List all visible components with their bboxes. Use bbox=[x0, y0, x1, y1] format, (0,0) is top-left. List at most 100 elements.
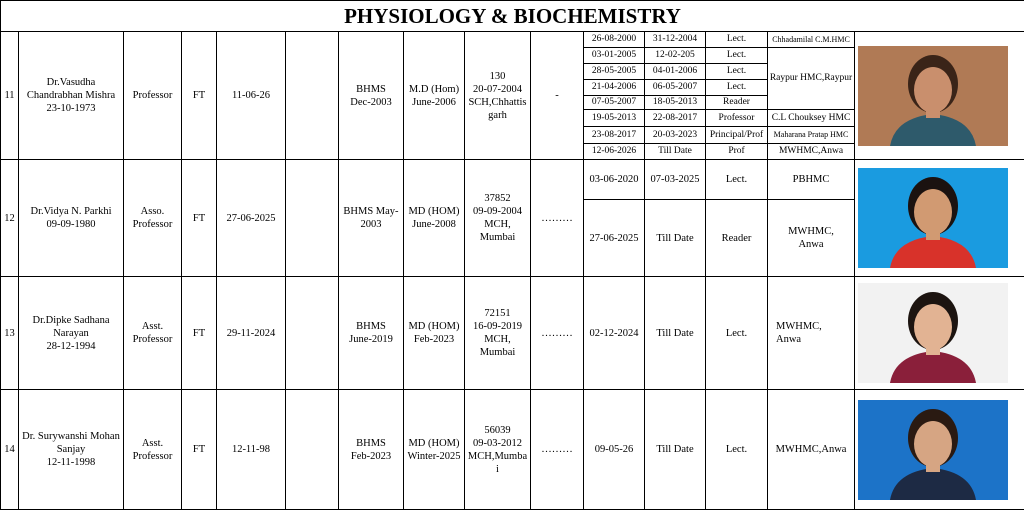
ug-qualification-line: Feb-2023 bbox=[350, 450, 392, 462]
pg-qualification-line: M.D (Hom) bbox=[408, 83, 460, 95]
pg-qualification: M.D (Hom) June-2006 bbox=[403, 31, 465, 160]
exp-from: 02-12-2024 bbox=[583, 276, 645, 390]
photo-shape bbox=[890, 236, 976, 268]
photo-cell bbox=[853, 159, 1024, 277]
photo-shape bbox=[914, 189, 952, 235]
pg-qualification-line: MD (HOM) bbox=[408, 206, 460, 217]
remark: ……… bbox=[530, 276, 584, 390]
registration-line: 72151 bbox=[484, 308, 511, 319]
exp-college: MWHMC,Anwa bbox=[767, 276, 855, 390]
registration-line: MCH, bbox=[484, 334, 511, 345]
exp-college-line: Raypur HMC,Raypur bbox=[769, 73, 853, 83]
exp-post: Prof bbox=[705, 143, 768, 160]
exp-college-line: Anwa bbox=[776, 334, 802, 345]
designation-line: Asso. bbox=[140, 206, 165, 217]
title-row: PHYSIOLOGY & BIOCHEMISTRY bbox=[0, 0, 1024, 32]
exp-college: MWHMC,Anwa bbox=[767, 143, 855, 160]
joining-date: 12-11-98 bbox=[216, 389, 286, 510]
ug-qualification-line: June-2019 bbox=[349, 334, 393, 345]
photo bbox=[858, 45, 1008, 146]
exp-from: 03-01-2005 bbox=[583, 47, 645, 64]
exp-to: 18-05-2013 bbox=[644, 95, 706, 110]
type: FT bbox=[181, 159, 217, 277]
photo-shape bbox=[926, 228, 940, 240]
staff-row: 11 Dr.Vasudha Chandrabhan Mishra 23-10-1973… bbox=[0, 31, 1024, 160]
pg-qualification: MD (HOM) June-2008 bbox=[403, 159, 465, 277]
registration-line: MCH,Mumba bbox=[467, 450, 528, 462]
joining-date: 27-06-2025 bbox=[216, 159, 286, 277]
exp-college-line: MWHMC,Anwa bbox=[775, 444, 847, 455]
registration: 130 20-07-2004 SCH,Chhattis garh bbox=[464, 31, 531, 160]
exp-post: Lect. bbox=[705, 276, 768, 390]
exp-post: Lect. bbox=[705, 31, 768, 48]
designation-line: Professor bbox=[132, 219, 173, 230]
exp-to: Till Date bbox=[644, 143, 706, 160]
ug-qualification-line: BHMS bbox=[356, 83, 386, 95]
photo-shape bbox=[926, 459, 940, 472]
exp-from: 26-08-2000 bbox=[583, 31, 645, 48]
exp-to: 07-03-2025 bbox=[644, 159, 706, 200]
exp-post: Lect. bbox=[705, 47, 768, 64]
exp-from: 12-06-2026 bbox=[583, 143, 645, 160]
registration-line: garh bbox=[488, 109, 507, 121]
exp-college: MWHMC,Anwa bbox=[767, 389, 855, 510]
photo-cell bbox=[853, 31, 1024, 160]
name-line: Dr.Vidya N. Parkhi bbox=[30, 206, 112, 217]
designation-line: Asst. bbox=[141, 437, 164, 449]
name-line: 09-09-1980 bbox=[46, 219, 96, 230]
photo bbox=[858, 399, 1008, 500]
name-line: Dr.Vasudha bbox=[46, 77, 96, 88]
exp-post: Lect. bbox=[705, 63, 768, 80]
photo-shape bbox=[890, 113, 976, 146]
designation-line: Asst. bbox=[141, 321, 164, 332]
name-line: Dr. Surywanshi Mohan bbox=[22, 431, 120, 442]
blank-cell bbox=[285, 389, 339, 510]
blank-cell bbox=[285, 31, 339, 160]
serial-no: 12 bbox=[0, 159, 19, 277]
ug-qualification-line: 2003 bbox=[360, 219, 382, 230]
exp-college-line: Chhadamilal C.M.HMC bbox=[772, 34, 850, 44]
designation: Professor bbox=[123, 31, 182, 160]
photo-shape bbox=[926, 105, 940, 118]
ug-qualification: BHMS June-2019 bbox=[338, 276, 404, 390]
photo-cell bbox=[853, 276, 1024, 390]
designation: Asso. Professor bbox=[123, 159, 182, 277]
staff-row: 13 Dr.Dipke Sadhana Narayan 28-12-1994 Asst.… bbox=[0, 276, 1024, 390]
registration-line: Mumbai bbox=[479, 232, 516, 243]
exp-post: Lect. bbox=[705, 159, 768, 200]
exp-college-line: MWHMC, bbox=[788, 226, 834, 237]
blank-cell bbox=[285, 276, 339, 390]
pg-qualification-line: MD (HOM) bbox=[408, 321, 460, 332]
registration-line: Mumbai bbox=[479, 347, 516, 358]
section-title: PHYSIOLOGY & BIOCHEMISTRY bbox=[0, 0, 1024, 32]
registration-line: 130 bbox=[489, 70, 506, 82]
exp-to: 31-12-2004 bbox=[644, 31, 706, 48]
photo-shape bbox=[890, 467, 976, 500]
designation: Asst. Professor bbox=[123, 276, 182, 390]
remark: ……… bbox=[530, 159, 584, 277]
serial-no: 11 bbox=[0, 31, 19, 160]
ug-qualification-line: Dec-2003 bbox=[350, 96, 392, 108]
photo-shape bbox=[890, 351, 976, 383]
type: FT bbox=[181, 31, 217, 160]
registration-line: 37852 bbox=[484, 193, 511, 204]
pg-qualification-line: Feb-2023 bbox=[413, 334, 455, 345]
type: FT bbox=[181, 276, 217, 390]
joining-date: 29-11-2024 bbox=[216, 276, 286, 390]
exp-post: Reader bbox=[705, 199, 768, 277]
registration: 37852 09-09-2004 MCH, Mumbai bbox=[464, 159, 531, 277]
joining-date: 11-06-26 bbox=[216, 31, 286, 160]
exp-post: Lect. bbox=[705, 79, 768, 96]
registration-line: 16-09-2019 bbox=[473, 321, 522, 332]
exp-college-line: Maharana Pratap HMC bbox=[773, 130, 849, 139]
pg-qualification-line: June-2008 bbox=[412, 219, 456, 230]
registration-line: i bbox=[496, 463, 499, 475]
exp-from: 23-08-2017 bbox=[583, 126, 645, 144]
exp-college-line: PBHMC bbox=[792, 174, 830, 185]
exp-from: 21-04-2006 bbox=[583, 79, 645, 96]
ug-qualification-line: BHMS bbox=[356, 437, 386, 449]
registration-line: 09-09-2004 bbox=[473, 206, 522, 217]
